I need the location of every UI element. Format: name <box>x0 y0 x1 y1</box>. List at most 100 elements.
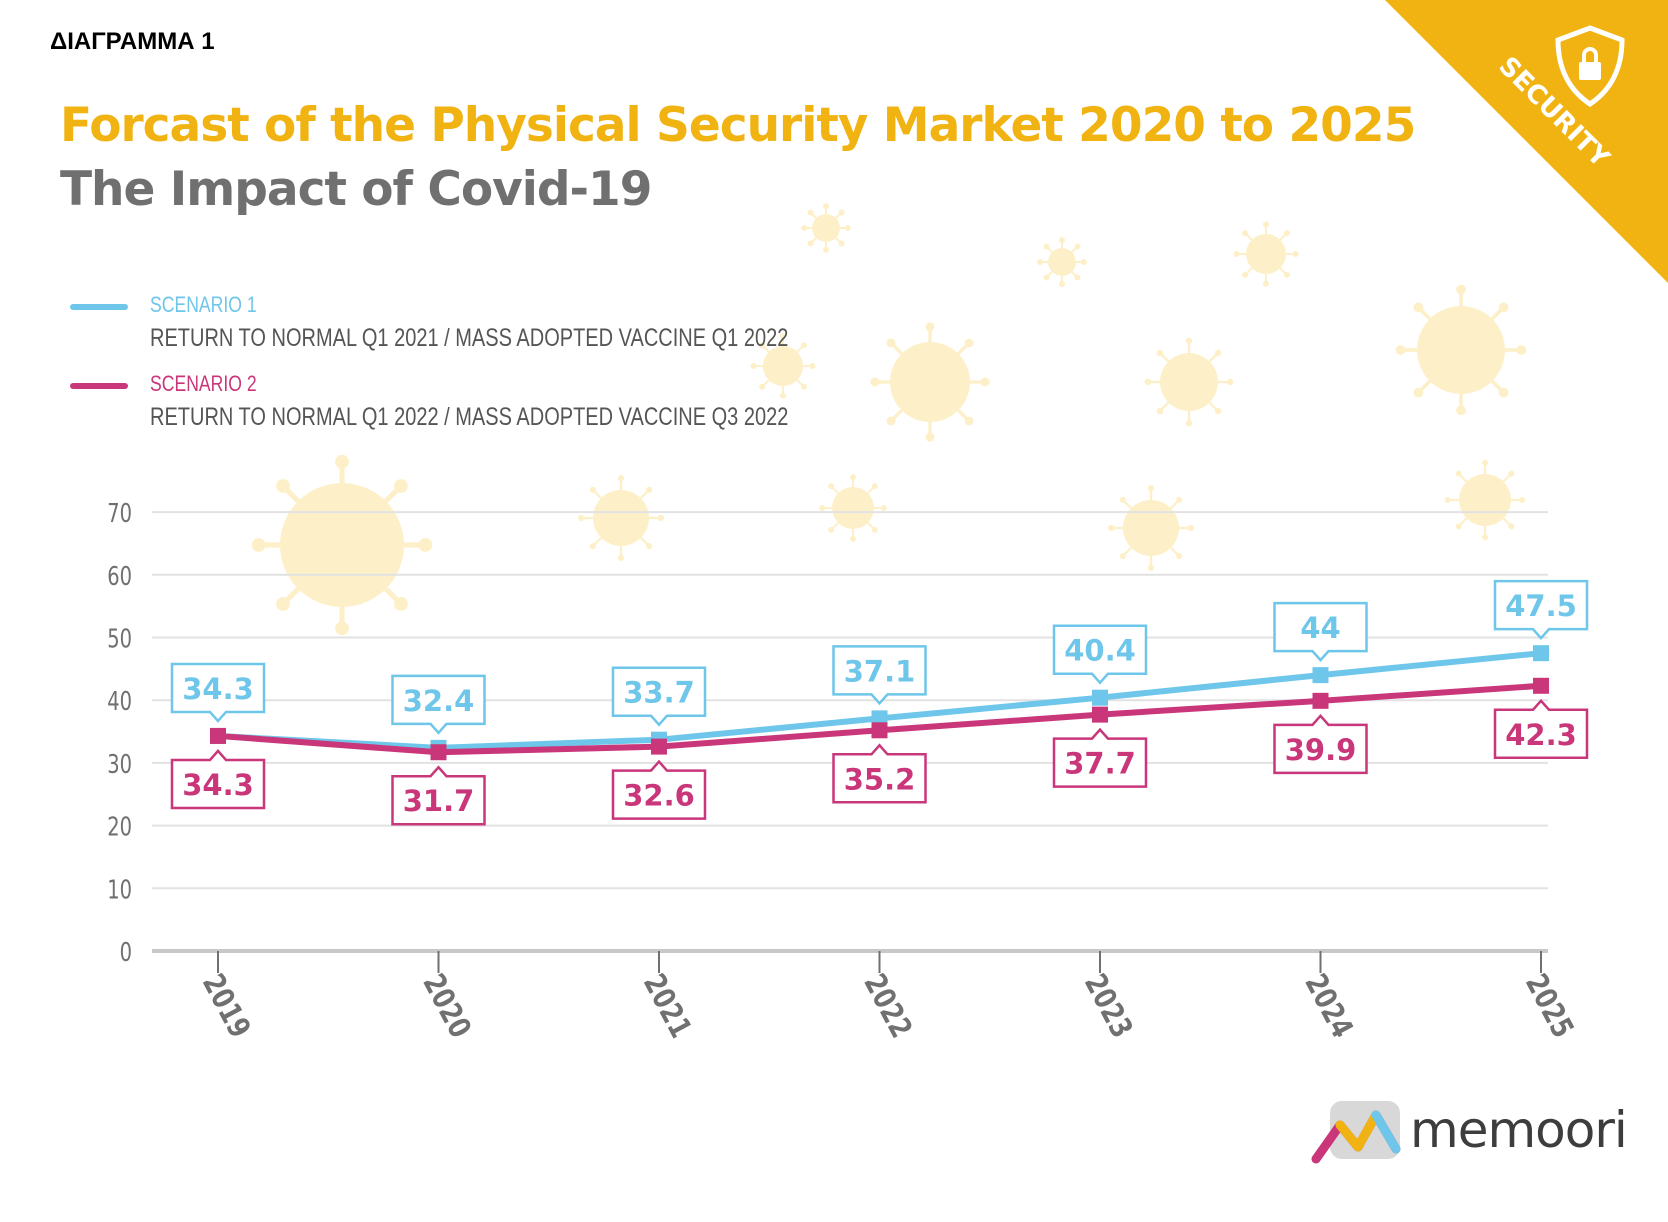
virus-spike-tip <box>1144 378 1152 386</box>
virus-spike-tip <box>871 483 878 490</box>
data-label: 34.3 <box>182 672 254 706</box>
virus-spike-tip <box>1119 496 1126 503</box>
virus-spike-tip <box>871 526 878 533</box>
virus-spike-tip <box>646 543 653 550</box>
virus-spike-tip <box>809 363 816 369</box>
virus-spike-tip <box>1080 259 1087 265</box>
x-tick-label: 2021 <box>636 969 698 1044</box>
virus-spike-tip <box>759 342 766 349</box>
virus-spike-tip <box>964 338 974 348</box>
virus-spike-tip <box>276 597 290 611</box>
virus-spike-tip <box>870 377 880 387</box>
virus-spike-tip <box>807 209 814 216</box>
data-label: 37.7 <box>1064 747 1136 781</box>
virus-spike-tip <box>1508 470 1515 477</box>
x-tick-label: 2023 <box>1077 969 1139 1044</box>
virus-spike-tip <box>964 416 974 426</box>
virus-spike-tip <box>1043 243 1050 250</box>
legend-swatch-scenario-2 <box>70 383 128 389</box>
virus-spike-tip <box>1156 349 1164 357</box>
virus-body <box>1048 248 1076 276</box>
virus-spike-tip <box>394 597 408 611</box>
virus-spike-tip <box>589 543 596 550</box>
y-tick-label: 40 <box>107 688 132 717</box>
virus-spike-tip <box>1516 345 1527 355</box>
virus-spike-tip <box>1283 271 1290 278</box>
x-tick-label: 2019 <box>195 969 257 1044</box>
virus-spike-tip <box>1498 302 1509 313</box>
virus-spike-tip <box>578 514 585 522</box>
virus-spike-tip <box>925 322 935 332</box>
callout-box <box>1052 624 1148 685</box>
callout-box <box>391 674 486 735</box>
virus-icon <box>1108 485 1194 571</box>
virus-icon <box>1144 337 1234 427</box>
virus-spike-tip <box>838 209 845 216</box>
data-label: 32.6 <box>623 779 695 813</box>
virus-spike-tip <box>980 377 990 387</box>
virus-spike-tip <box>646 486 653 493</box>
virus-spike-tip <box>1263 221 1269 228</box>
data-label: 35.2 <box>844 762 916 796</box>
virus-spike-tip <box>1456 284 1466 295</box>
virus-spike-tip <box>251 538 266 552</box>
virus-spike-tip <box>850 474 856 481</box>
marker-scenario-2 <box>1092 706 1108 723</box>
virus-spike-tip <box>1413 387 1424 398</box>
virus-spike-tip <box>617 554 625 561</box>
marker-scenario-2 <box>871 722 888 739</box>
marker-scenario-2 <box>1533 677 1549 694</box>
callout-box <box>611 666 707 727</box>
virus-spike-tip <box>823 203 829 210</box>
data-label: 42.3 <box>1505 718 1577 752</box>
virus-spike-tip <box>828 483 835 490</box>
virus-spike-tip <box>1455 470 1462 477</box>
chart-subtitle: The Impact of Covid-19 <box>60 162 652 217</box>
data-callout-scenario-2: 35.2 <box>832 743 927 804</box>
virus-spike-tip <box>1292 251 1299 257</box>
virus-body <box>1417 306 1505 394</box>
y-tick-label: 20 <box>107 813 132 842</box>
data-label: 31.7 <box>403 784 475 818</box>
memoori-logo: memoori <box>1310 1095 1628 1167</box>
callout-box <box>1273 601 1368 663</box>
virus-body <box>890 342 970 422</box>
legend-description-scenario-1: RETURN TO NORMAL Q1 2021 / MASS ADOPTED … <box>150 324 789 352</box>
virus-spike-tip <box>828 526 835 533</box>
virus-body <box>1160 353 1218 411</box>
callout-box <box>170 749 266 810</box>
virus-spike-tip <box>335 621 349 636</box>
virus-icon <box>251 454 433 636</box>
data-callout-scenario-1: 47.5 <box>1493 579 1589 641</box>
virus-spike-tip <box>1147 564 1155 571</box>
virus-spike-tip <box>657 514 664 522</box>
virus-spike-tip <box>1226 378 1234 386</box>
virus-spike-tip <box>1455 523 1462 530</box>
legend-swatch-scenario-1 <box>70 304 128 310</box>
virus-spike-tip <box>823 246 829 253</box>
virus-body <box>763 346 803 386</box>
virus-spike-tip <box>1456 405 1466 416</box>
virus-spike-tip <box>750 363 757 369</box>
data-callout-scenario-2: 39.9 <box>1273 713 1368 775</box>
virus-body <box>812 214 840 242</box>
virus-spike-tip <box>1214 407 1222 415</box>
virus-body <box>1123 500 1179 556</box>
virus-spike-tip <box>1185 337 1193 345</box>
virus-icon <box>819 474 887 542</box>
virus-spike-tip <box>394 479 408 493</box>
virus-icon <box>1233 221 1299 287</box>
virus-spike-tip <box>1214 349 1222 357</box>
data-label: 33.7 <box>623 676 695 710</box>
virus-spike-tip <box>1147 485 1155 492</box>
virus-spike-tip <box>1059 280 1065 287</box>
figure-caption: ΔΙΑΓΡΑΜΜΑ 1 <box>50 28 215 55</box>
virus-spike-tip <box>1037 259 1044 265</box>
virus-spike-tip <box>807 240 814 247</box>
virus-spike-tip <box>1119 553 1126 560</box>
virus-spike-tip <box>1187 524 1194 532</box>
virus-spike-tip <box>1074 243 1081 250</box>
